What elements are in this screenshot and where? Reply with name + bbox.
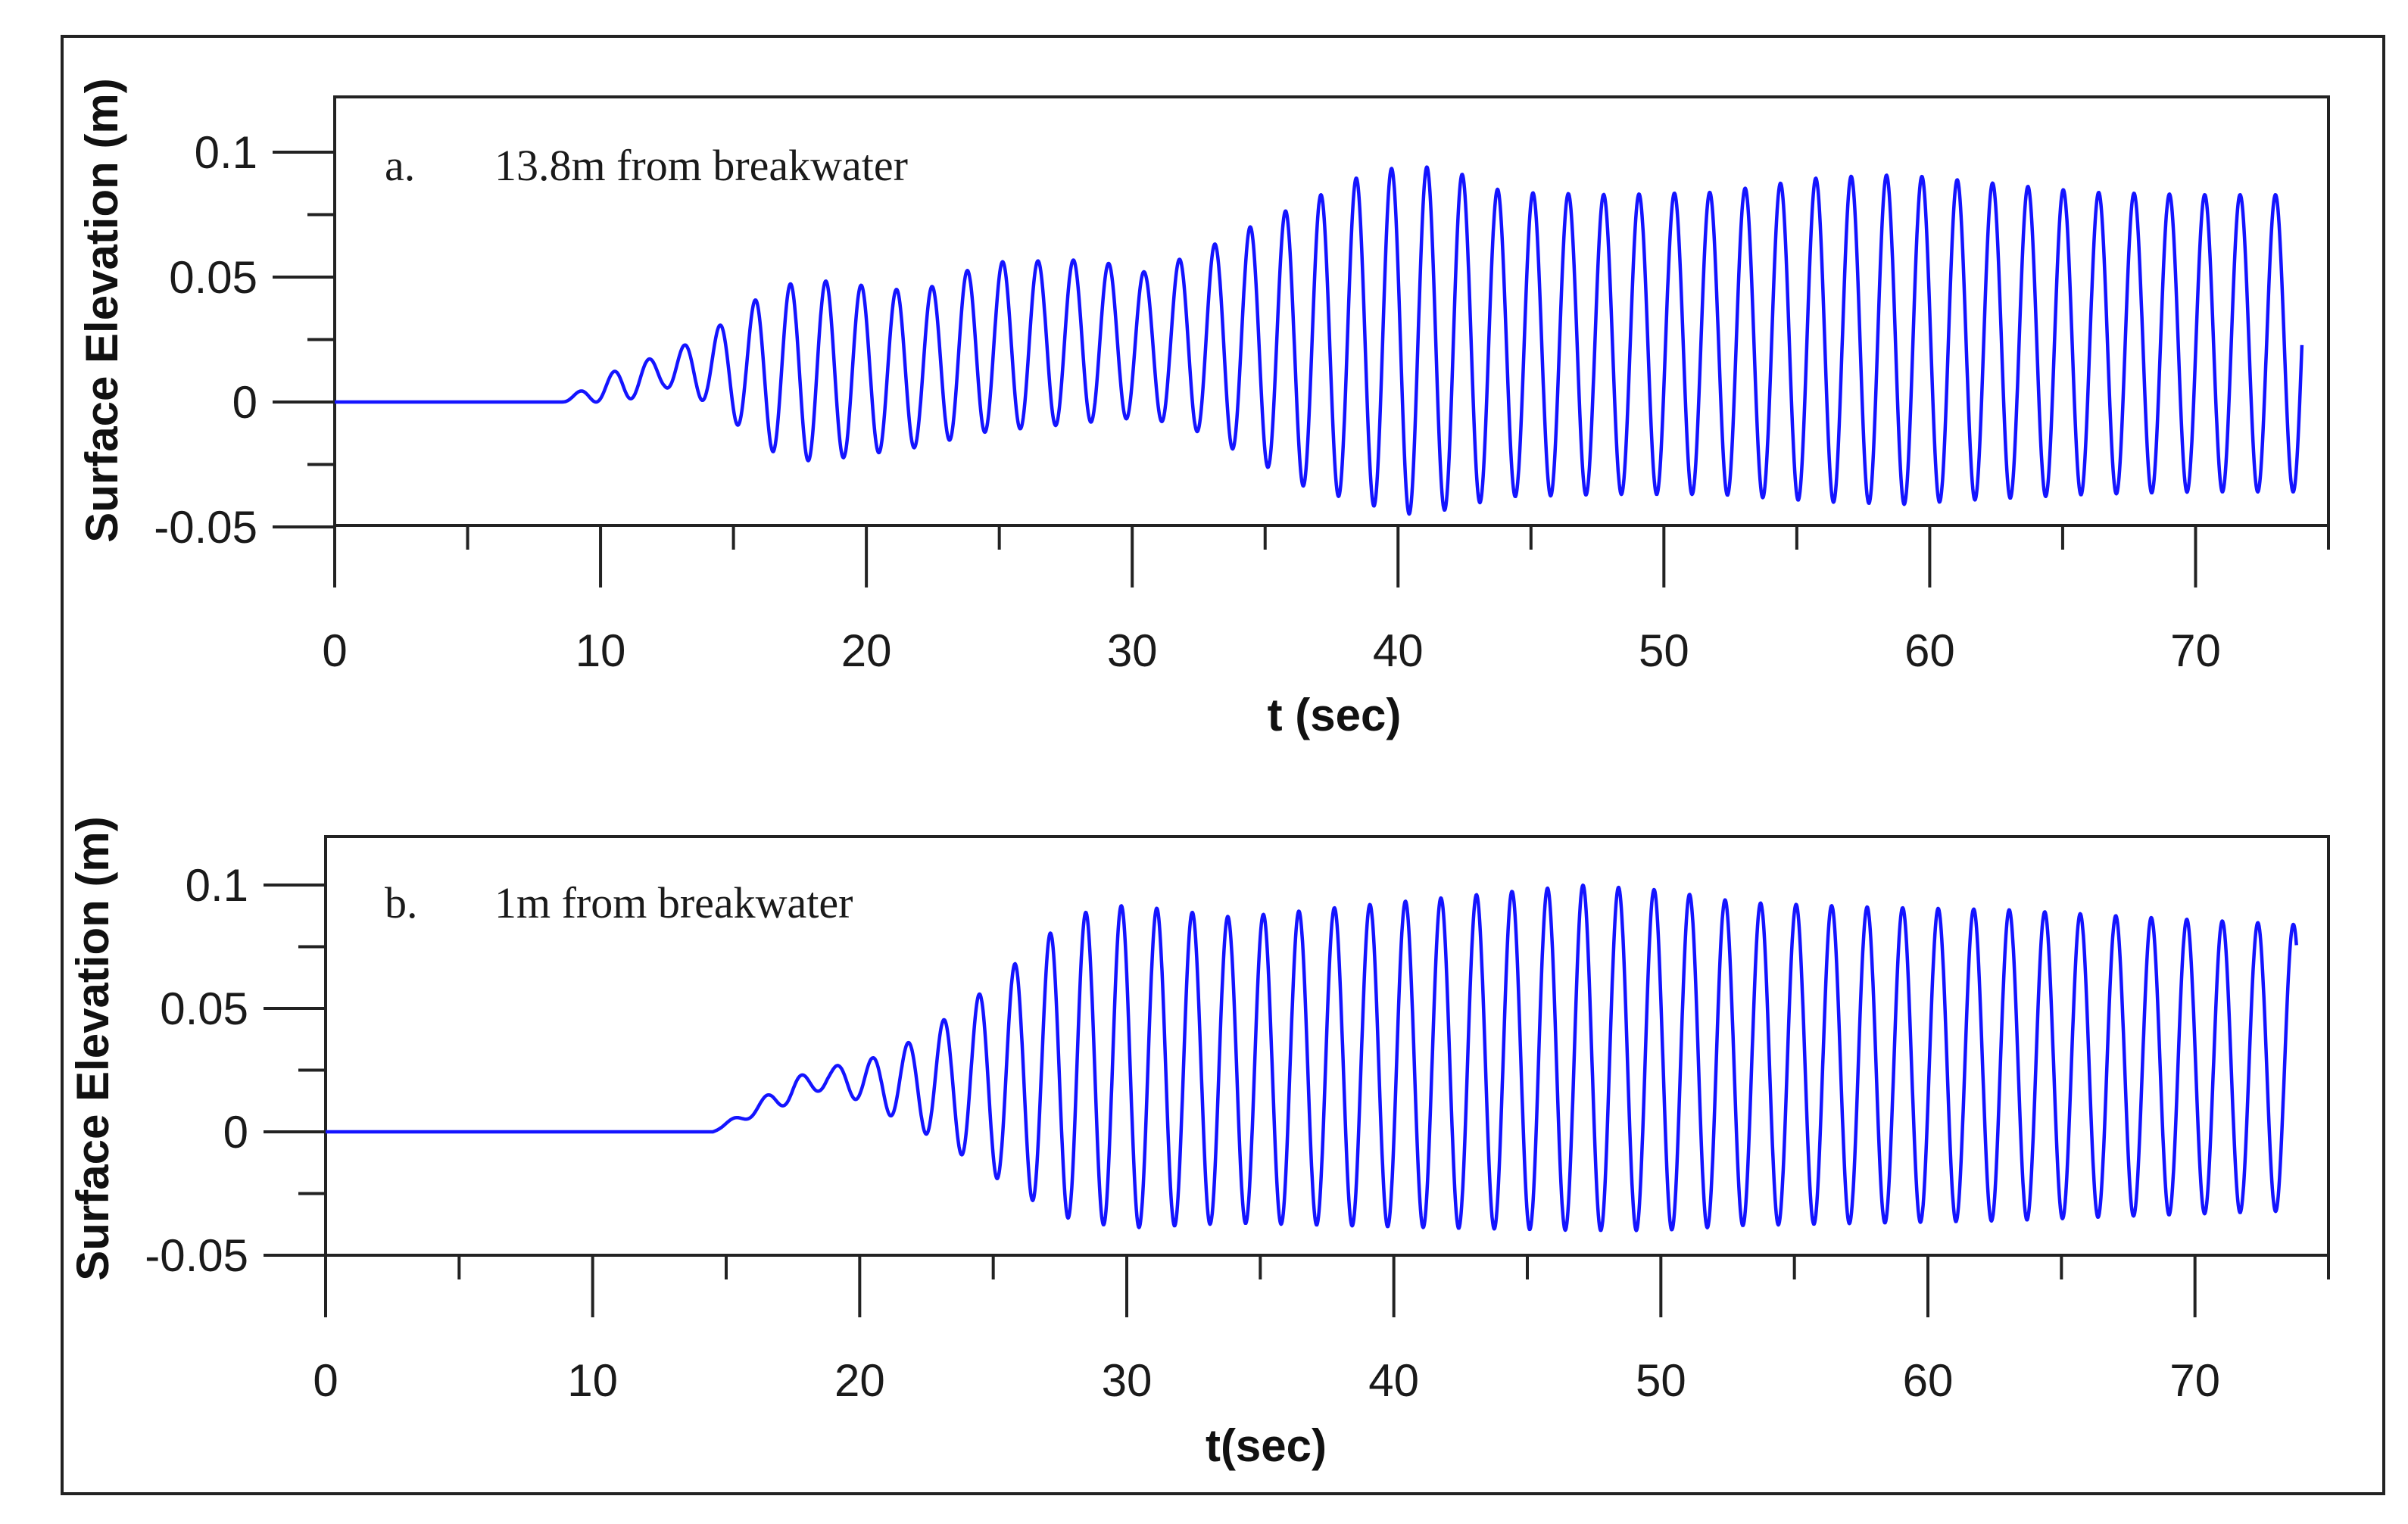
figure-border [61,35,2385,1495]
panel-b-y-tick-label: 0.05 [160,983,248,1034]
panel-a-plot-frame [333,95,2330,527]
panel-b-x-tick-label: 60 [1903,1355,1954,1406]
panel-a-x-tick-label: 20 [841,625,892,676]
panel-b-x-tick-label: 50 [1636,1355,1686,1406]
panel-a-x-tick-label: 0 [322,625,347,676]
panel-a-x-tick-label: 70 [2170,625,2221,676]
panel-b-x-ticks: 0 10 20 30 40 50 60 70 [313,1255,2330,1406]
panel-b-x-tick-label: 70 [2169,1355,2220,1406]
panel-a-y-tick-label: 0.1 [195,127,257,178]
panel-a-label: a. [385,141,415,190]
panel-a-title: 13.8m from breakwater [494,141,908,190]
panel-b-series-line [324,883,2298,1233]
panel-a-x-axis-title: t (sec) [1268,690,1402,740]
panel-a-series-line [333,165,2304,516]
panel-b-y-axis-title: Surface Elevation (m) [67,816,118,1281]
panel-a: a. 13.8m from breakwater Surface Elevati… [76,78,2330,740]
panel-a-x-tick-label: 50 [1639,625,1689,676]
panel-b-x-tick-label: 0 [313,1355,338,1406]
panel-a-x-tick-label: 40 [1373,625,1424,676]
panel-b-x-tick-label: 40 [1368,1355,1419,1406]
panel-a-y-tick-label: 0.05 [169,252,257,303]
panel-b-label: b. [385,878,418,927]
panel-b-x-tick-label: 10 [567,1355,618,1406]
panel-a-x-tick-label: 60 [1904,625,1955,676]
panel-b-y-tick-label: -0.05 [145,1230,248,1281]
panel-a-y-tick-label: -0.05 [154,502,257,553]
panel-b: b. 1m from breakwater Surface Elevation … [67,816,2330,1471]
panel-b-title: 1m from breakwater [494,878,853,927]
panel-b-y-ticks: -0.05 0 0.05 0.1 [145,860,326,1281]
panel-b-x-tick-label: 30 [1102,1355,1153,1406]
panel-b-plot-frame [324,835,2330,1257]
panel-a-y-axis-title: Surface Elevation (m) [76,78,127,543]
panel-a-x-tick-label: 30 [1107,625,1158,676]
panel-a-x-tick-label: 10 [575,625,626,676]
panel-a-x-ticks: 0 10 20 30 40 50 60 70 [322,525,2330,676]
panel-b-x-axis-title: t(sec) [1206,1420,1327,1471]
panel-a-y-tick-label: 0 [232,377,257,428]
panel-b-y-tick-label: 0 [223,1107,248,1158]
panel-b-x-tick-label: 20 [834,1355,885,1406]
panel-b-y-tick-label: 0.1 [186,860,248,911]
panel-a-y-ticks: -0.05 0 0.05 0.1 [154,127,335,553]
